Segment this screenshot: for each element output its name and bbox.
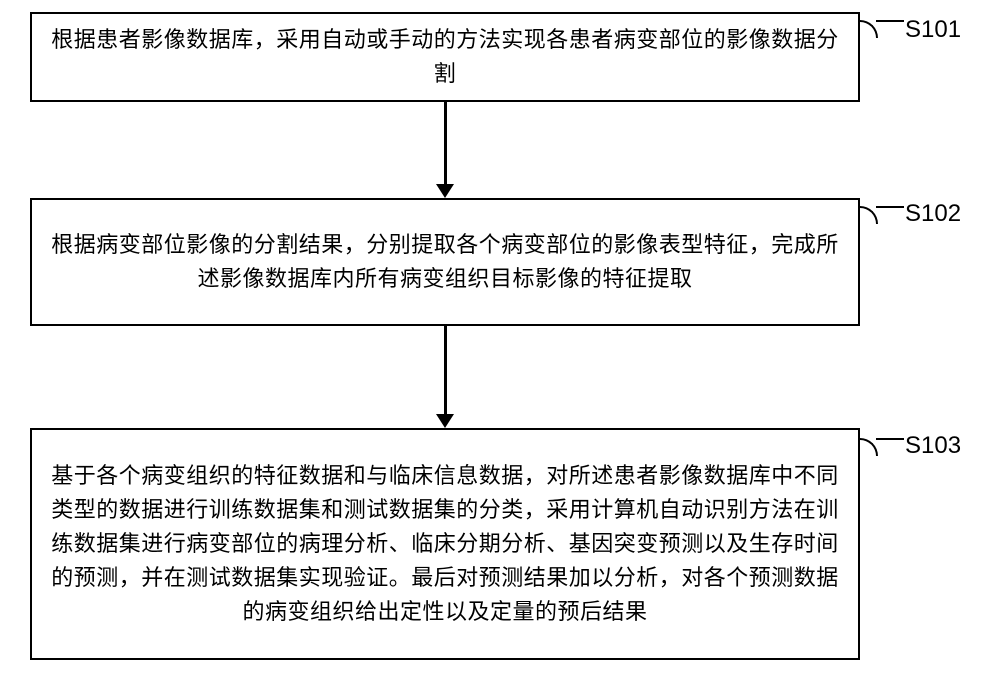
arrowhead-s102-s103: [436, 414, 454, 428]
step-label-s102: S102: [905, 200, 961, 228]
step-text-s101: 根据患者影像数据库，采用自动或手动的方法实现各患者病变部位的影像数据分割: [50, 23, 840, 91]
leader-line-s103: [876, 438, 904, 440]
leader-line-s102: [876, 206, 904, 208]
step-box-s101: 根据患者影像数据库，采用自动或手动的方法实现各患者病变部位的影像数据分割: [30, 12, 860, 102]
leader-curve-s101: [858, 20, 878, 38]
step-label-s103: S103: [905, 432, 961, 460]
step-box-s103: 基于各个病变组织的特征数据和与临床信息数据，对所述患者影像数据库中不同类型的数据…: [30, 428, 860, 660]
arrowhead-s101-s102: [436, 184, 454, 198]
flowchart-container: 根据患者影像数据库，采用自动或手动的方法实现各患者病变部位的影像数据分割 S10…: [0, 0, 1000, 691]
step-text-s103: 基于各个病变组织的特征数据和与临床信息数据，对所述患者影像数据库中不同类型的数据…: [50, 459, 840, 629]
step-box-s102: 根据病变部位影像的分割结果，分别提取各个病变部位的影像表型特征，完成所述影像数据…: [30, 198, 860, 326]
step-text-s102: 根据病变部位影像的分割结果，分别提取各个病变部位的影像表型特征，完成所述影像数据…: [50, 228, 840, 296]
leader-curve-s103: [858, 438, 878, 456]
step-label-s101: S101: [905, 16, 961, 44]
connector-s101-s102: [444, 102, 447, 184]
leader-curve-s102: [858, 206, 878, 224]
connector-s102-s103: [444, 326, 447, 414]
leader-line-s101: [876, 20, 904, 22]
